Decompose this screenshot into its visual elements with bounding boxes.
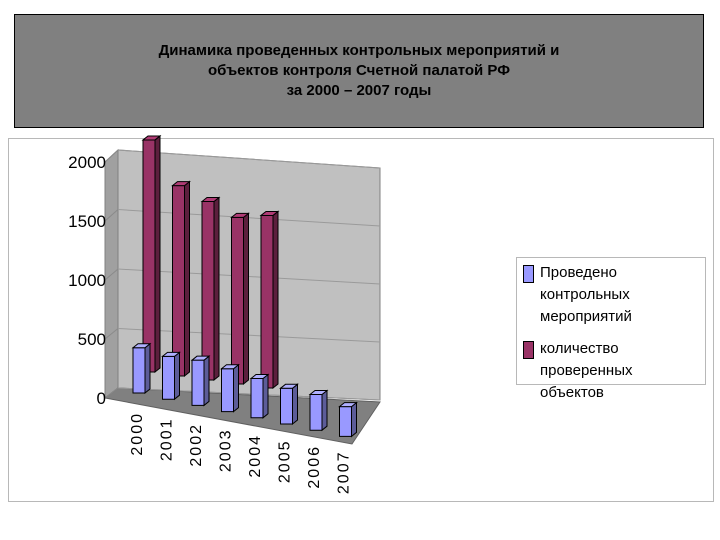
- bar-top-objects-2001: [171, 181, 191, 187]
- bar-top-activities-2007: [338, 402, 358, 408]
- bar-top-objects-2000: [141, 135, 162, 141]
- bar-side-activities-2000: [144, 342, 151, 395]
- bar-side-activities-2003: [233, 363, 239, 413]
- legend-item-objects: количество проверенных объектов: [523, 338, 699, 404]
- y-tick-label-500: 500: [78, 330, 106, 349]
- bar-front-activities-2006: [309, 394, 323, 431]
- bar-front-objects-2004: [260, 214, 274, 389]
- gridline-side-1000: [104, 268, 119, 281]
- chart-title-line-2: объектов контроля Счетной палатой РФ: [207, 62, 511, 79]
- legend: Проведено контрольных мероприятий количе…: [516, 257, 706, 401]
- y-tick-label-2000: 2000: [68, 153, 106, 172]
- legend-label-activities-line-1: Проведено контрольных: [540, 264, 630, 303]
- bar-front-objects-2003: [231, 216, 244, 385]
- bar-front-activities-2007: [339, 406, 352, 437]
- legend-label-objects-line-2: объектов: [540, 384, 604, 401]
- legend-swatch-activities: [523, 265, 534, 283]
- bar-top-activities-2003: [220, 364, 240, 370]
- gridline-side-0: [104, 387, 119, 399]
- bar-side-objects-2003: [243, 212, 249, 386]
- bar-side-activities-2004: [262, 373, 269, 419]
- bar-front-activities-2000: [132, 347, 146, 394]
- legend-item-activities: Проведено контрольных мероприятий: [523, 262, 699, 328]
- x-tick-label-2001: 2001: [159, 418, 176, 462]
- x-tick-label-2007: 2007: [336, 451, 353, 495]
- bar-top-activities-2000: [131, 343, 152, 349]
- bar-side-objects-2002: [213, 196, 220, 382]
- x-tick-label-2000: 2000: [129, 412, 146, 456]
- bar-top-activities-2002: [190, 355, 211, 361]
- bar-top-objects-2002: [200, 197, 221, 202]
- bar-front-activities-2001: [162, 355, 175, 400]
- chart-title-line-1: Динамика проведенных контрольных меропри…: [158, 42, 560, 59]
- x-tick-label-2005: 2005: [277, 440, 294, 484]
- legend-swatch-objects: [523, 341, 534, 359]
- bar-side-objects-2000: [154, 134, 161, 374]
- bar-front-activities-2004: [250, 378, 264, 419]
- bar-front-objects-2001: [172, 185, 185, 377]
- title-box: Динамика проведенных контрольных меропри…: [14, 14, 704, 128]
- bar-side-activities-2007: [351, 401, 357, 438]
- bar-side-objects-2001: [184, 180, 190, 378]
- bar-side-activities-2001: [174, 351, 180, 401]
- y-tick-label-1500: 1500: [68, 212, 106, 231]
- bar-side-activities-2006: [321, 389, 328, 432]
- legend-label-activities: Проведено контрольных мероприятий: [540, 262, 699, 328]
- gridline-side-1500: [104, 209, 119, 222]
- bar-front-objects-2002: [201, 201, 215, 381]
- bar-front-activities-2005: [280, 387, 293, 425]
- x-tick-label-2003: 2003: [218, 429, 235, 473]
- gridline-2000: [117, 149, 381, 169]
- bar-top-activities-2001: [161, 351, 181, 357]
- bar-front-objects-2000: [142, 139, 156, 373]
- bar-top-objects-2003: [230, 212, 250, 218]
- legend-label-objects: количество проверенных объектов: [540, 338, 699, 404]
- x-tick-label-2004: 2004: [247, 434, 264, 478]
- bar-side-activities-2005: [292, 383, 298, 426]
- legend-label-activities-line-2: мероприятий: [540, 308, 632, 325]
- bar-top-activities-2004: [249, 374, 270, 380]
- chart-title-line-3: за 2000 – 2007 годы: [286, 82, 432, 99]
- bar-top-objects-2004: [259, 210, 280, 216]
- bar-side-activities-2002: [203, 355, 210, 407]
- bar-front-activities-2002: [191, 359, 205, 406]
- legend-label-objects-line-1: количество проверенных: [540, 340, 633, 379]
- gridline-side-500: [104, 328, 119, 340]
- y-tick-label-0: 0: [97, 389, 106, 408]
- bar-front-activities-2003: [221, 368, 234, 413]
- x-tick-label-2006: 2006: [306, 445, 323, 489]
- x-tick-label-2002: 2002: [188, 423, 205, 467]
- bar-top-activities-2005: [279, 383, 299, 389]
- y-tick-label-1000: 1000: [68, 271, 106, 290]
- bar-top-activities-2006: [308, 390, 329, 395]
- gridline-side-2000: [104, 149, 119, 163]
- gridline-0: [117, 387, 381, 401]
- bar-side-objects-2004: [272, 210, 279, 390]
